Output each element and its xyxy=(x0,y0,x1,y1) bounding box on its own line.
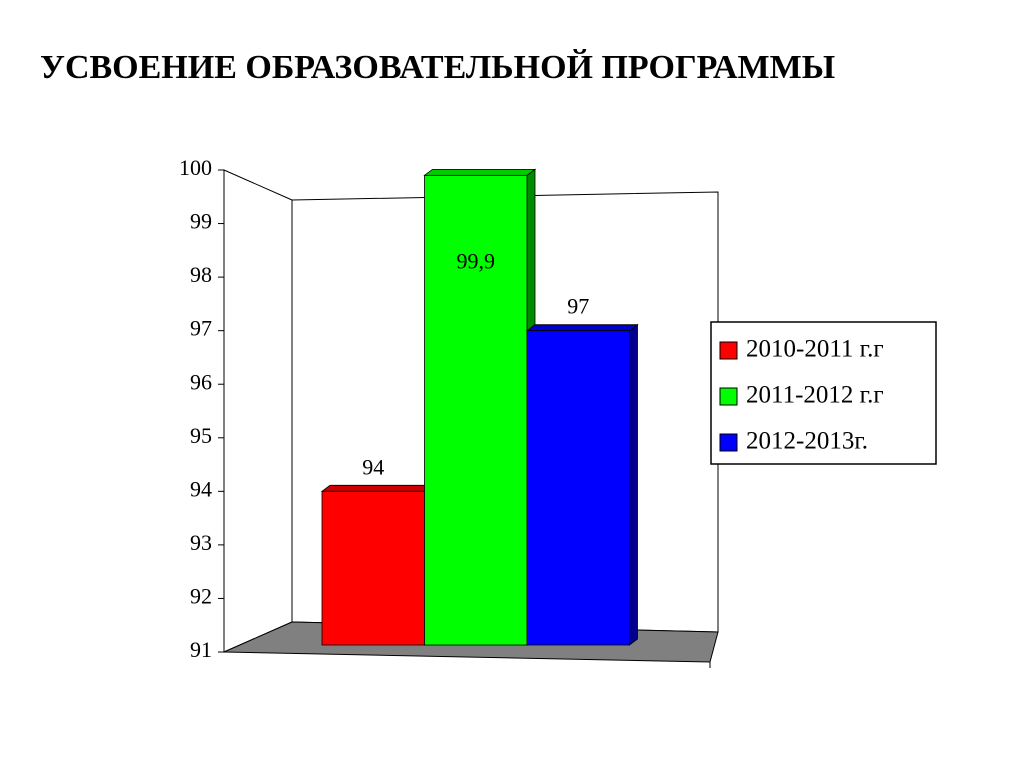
bar-top xyxy=(525,324,639,332)
legend-label: 2010-2011 г.г xyxy=(746,336,884,363)
bar xyxy=(424,174,528,646)
value-label: 99,9 xyxy=(457,248,496,273)
legend-swatch xyxy=(719,341,738,360)
bar xyxy=(526,330,630,646)
legend-swatch xyxy=(719,433,738,452)
legend-swatch xyxy=(719,387,738,406)
y-tick-label: 96 xyxy=(190,369,212,394)
bar-top xyxy=(320,484,434,492)
y-tick-label: 100 xyxy=(179,155,212,180)
left-wall xyxy=(223,169,293,653)
bar-top xyxy=(423,168,537,176)
y-tick-label: 95 xyxy=(190,423,212,448)
value-label: 97 xyxy=(567,294,589,319)
y-tick-label: 94 xyxy=(190,476,212,501)
bar xyxy=(321,490,425,646)
y-tick-label: 93 xyxy=(190,530,212,555)
legend-label: 2012-2013г. xyxy=(746,428,868,455)
legend-label: 2011-2012 г.г xyxy=(746,382,884,409)
legend xyxy=(710,321,937,465)
bar-side xyxy=(629,323,638,646)
y-tick-label: 91 xyxy=(190,637,212,662)
y-tick-label: 99 xyxy=(190,209,212,234)
y-tick-label: 98 xyxy=(190,262,212,287)
y-tick-label: 92 xyxy=(190,583,212,608)
chart-title: УСВОЕНИЕ ОБРАЗОВАТЕЛЬНОЙ ПРОГРАММЫ xyxy=(40,49,835,86)
y-tick-label: 97 xyxy=(190,316,212,341)
value-label: 94 xyxy=(362,454,384,479)
